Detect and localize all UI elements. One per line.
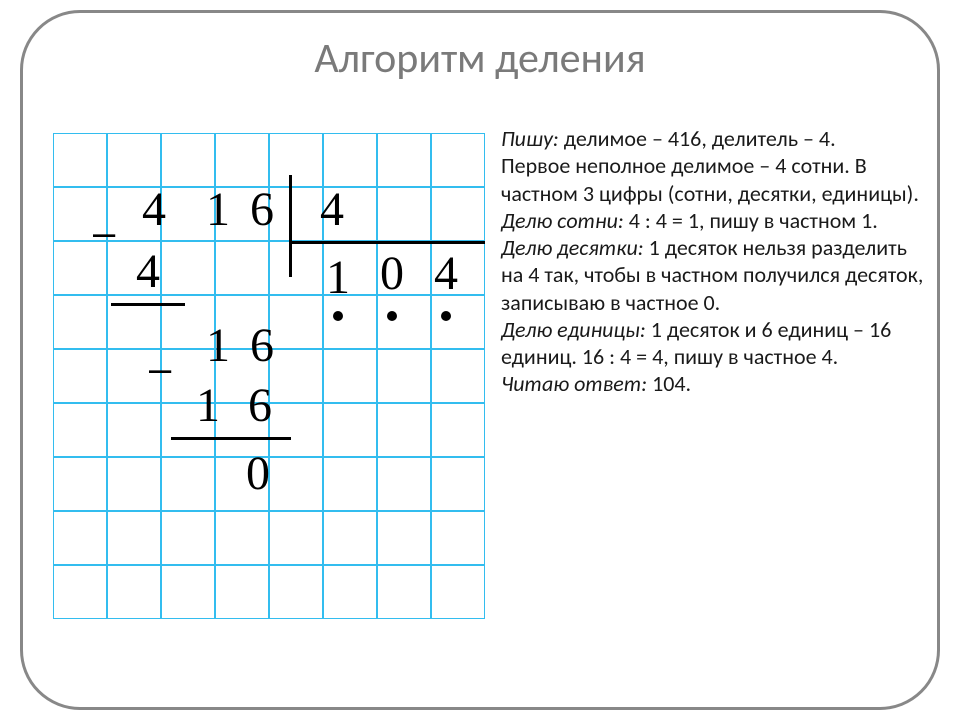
grid-cell (323, 565, 377, 619)
grid-cell (377, 295, 431, 349)
grid-cell (53, 511, 107, 565)
grid-cell (215, 241, 269, 295)
division-vertical-bar (289, 175, 292, 277)
grid-cell (377, 403, 431, 457)
grid-cell (377, 511, 431, 565)
grid-cell (323, 457, 377, 511)
grid-cell (215, 511, 269, 565)
grid-cell (431, 349, 485, 403)
grid-cell (53, 403, 107, 457)
grid-cell (323, 133, 377, 187)
grid-paper: 4 1 6 4 1 0 4 – 4 1 6 – 1 6 0 (53, 133, 485, 619)
quotient-d2: 0 (365, 247, 419, 301)
p2: Первое неполное делимое – 4 сотни. В час… (501, 152, 931, 207)
grid-cell (377, 187, 431, 241)
carry-d2: 6 (235, 319, 289, 373)
grid-cell (161, 511, 215, 565)
grid-cell (431, 511, 485, 565)
grid-cell (53, 565, 107, 619)
underline-1 (111, 303, 185, 306)
grid-cell (431, 295, 485, 349)
grid-cell (53, 349, 107, 403)
grid-cell (431, 457, 485, 511)
grid-cell (107, 565, 161, 619)
grid-cell (215, 565, 269, 619)
grid-cell (107, 133, 161, 187)
quotient-dot-2 (387, 311, 397, 321)
grid-cell (431, 403, 485, 457)
grid-cell (107, 457, 161, 511)
p3-body: 4 : 4 = 1, пишу в частном 1. (624, 207, 878, 234)
grid-cell (107, 511, 161, 565)
grid-cell (323, 403, 377, 457)
minus-2: – (149, 347, 171, 392)
grid-cell (269, 133, 323, 187)
p3-lead: Делю сотни: (501, 207, 624, 234)
divisor: 4 (305, 183, 359, 237)
p5-lead: Делю единицы: (501, 316, 646, 343)
slide-frame: Алгоритм деления 4 1 6 4 1 0 4 – 4 1 6 –… (20, 10, 940, 710)
grid-cell (431, 565, 485, 619)
grid-cell (377, 133, 431, 187)
sub1: 4 (121, 245, 175, 299)
grid-cell (53, 133, 107, 187)
p6-body: 104. (647, 370, 691, 397)
grid-cell (431, 187, 485, 241)
grid-cell (431, 133, 485, 187)
p6-lead: Читаю ответ: (501, 370, 647, 397)
p1-body: делимое – 416, делитель – 4. (559, 125, 836, 152)
grid-cell (269, 511, 323, 565)
grid-cell (161, 565, 215, 619)
grid-cell (323, 349, 377, 403)
grid-cell (161, 133, 215, 187)
sub2-d1: 1 (181, 379, 235, 433)
grid-cell (323, 511, 377, 565)
dividend-d3: 6 (235, 183, 289, 237)
grid-cell (161, 457, 215, 511)
grid-cell (377, 457, 431, 511)
explanation-text: Пишу: делимое – 416, делитель – 4. Перво… (501, 125, 931, 398)
grid-cell (377, 349, 431, 403)
grid-cell (377, 565, 431, 619)
slide-title: Алгоритм деления (23, 33, 937, 84)
quotient-d3: 4 (419, 247, 473, 301)
underline-2 (171, 437, 291, 440)
dividend-d1: 4 (127, 183, 181, 237)
grid-cell (53, 457, 107, 511)
grid-cell (269, 565, 323, 619)
remainder: 0 (231, 447, 285, 501)
grid-cell (107, 403, 161, 457)
grid-cell (53, 295, 107, 349)
quotient-d1: 1 (311, 251, 365, 305)
division-horizontal-bar (289, 241, 485, 244)
minus-1: – (93, 211, 115, 256)
p1-lead: Пишу: (501, 125, 559, 152)
quotient-dot-3 (441, 311, 451, 321)
p4-lead: Делю десятки: (501, 234, 644, 261)
sub2-d2: 6 (233, 379, 287, 433)
grid-cell (215, 133, 269, 187)
quotient-dot-1 (333, 311, 343, 321)
